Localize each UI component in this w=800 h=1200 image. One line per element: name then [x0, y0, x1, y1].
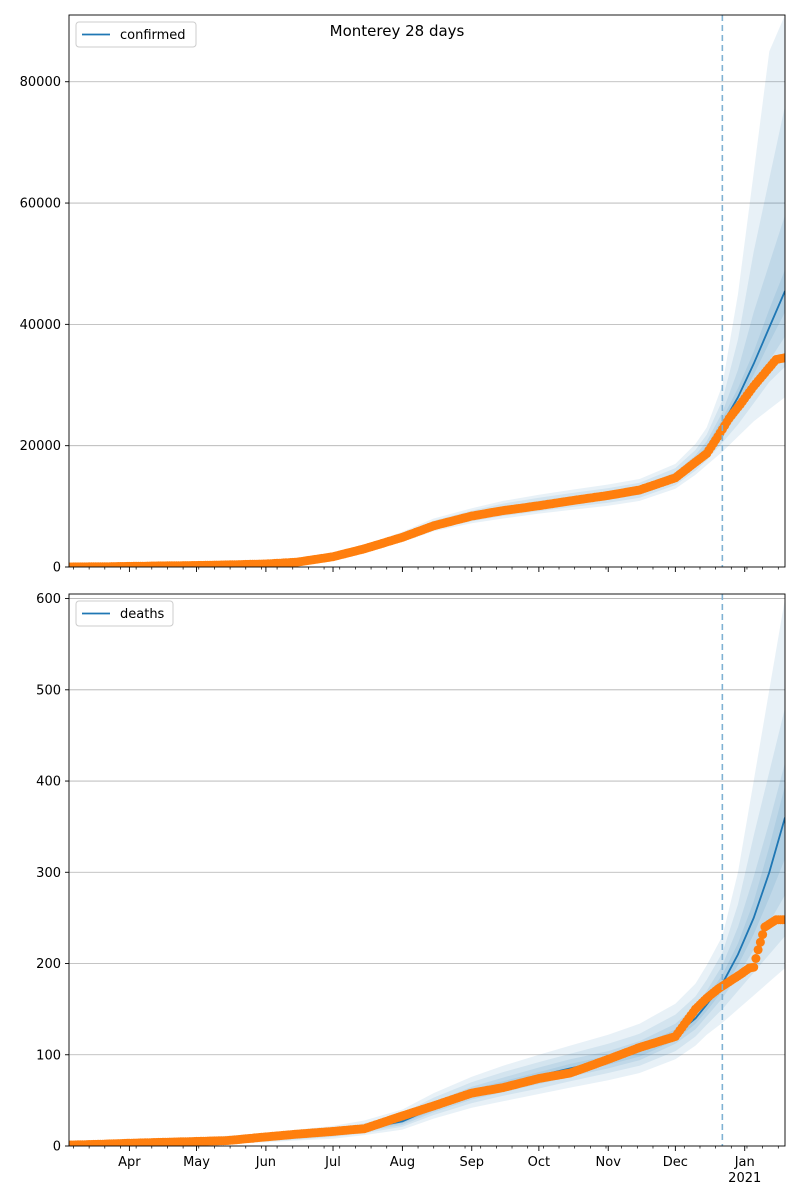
plot-area [69, 15, 785, 567]
x-tick-label: Jun [255, 1155, 276, 1170]
x-tick-label: Nov [596, 1155, 622, 1170]
legend-label: deaths [120, 607, 165, 622]
y-tick-label: 500 [36, 683, 61, 698]
observed-point [749, 962, 759, 972]
legend-box [75, 21, 197, 48]
x-tick-label: Sep [459, 1155, 484, 1170]
observed-point [758, 930, 768, 940]
observed-point [753, 945, 763, 955]
y-tick-label: 100 [36, 1048, 61, 1063]
y-tick-label: 300 [36, 866, 61, 881]
legend-box [75, 600, 174, 627]
y-tick-label: 600 [36, 592, 61, 607]
y-tick-label: 80000 [20, 75, 61, 90]
legend-deaths: deaths [75, 600, 174, 627]
y-tick-label: 400 [36, 775, 61, 790]
x-tick-label: Dec [663, 1155, 688, 1170]
x-tick-label: Jul [324, 1155, 341, 1170]
x-tick-label: May [183, 1155, 210, 1170]
y-tick-label: 0 [53, 561, 61, 576]
observed-point [751, 954, 761, 963]
plot-frame [68, 14, 786, 568]
legend-label: confirmed [120, 28, 186, 43]
x-tick-label: Aug [390, 1155, 415, 1170]
uncertainty-band-2 [69, 106, 785, 567]
observed-point [780, 353, 785, 363]
x-year-label: 2021 [728, 1171, 761, 1186]
confirmed-panel: 0 20000 40000 60000 80000 confirmed [20, 14, 786, 576]
uncertainty-band-3 [69, 215, 785, 567]
plot-area [69, 598, 785, 1146]
x-tick-label: Oct [528, 1155, 550, 1170]
observed-point [780, 915, 785, 925]
uncertainty-band-1 [69, 15, 785, 567]
model-line-deaths [69, 817, 785, 1146]
legend-confirmed: confirmed [75, 21, 197, 48]
y-tick-label: 0 [53, 1140, 61, 1155]
y-tick-label: 60000 [20, 197, 61, 212]
y-tick-label: 200 [36, 957, 61, 972]
chart-title: Monterey 28 days [330, 22, 465, 40]
y-tick-label: 40000 [20, 318, 61, 333]
x-tick-label: Apr [118, 1155, 141, 1170]
x-tick-label: Jan [734, 1155, 755, 1170]
uncertainty-band-4 [69, 785, 785, 1146]
deaths-panel: 0 100 200 300 400 500 600 Apr May Jun Jul Aug Sep Oct… [36, 592, 786, 1186]
observed-point [755, 937, 765, 947]
y-tick-label: 20000 [20, 439, 61, 454]
uncertainty-band-2 [69, 708, 785, 1146]
uncertainty-band-3 [69, 762, 785, 1146]
plot-frame [68, 593, 786, 1147]
